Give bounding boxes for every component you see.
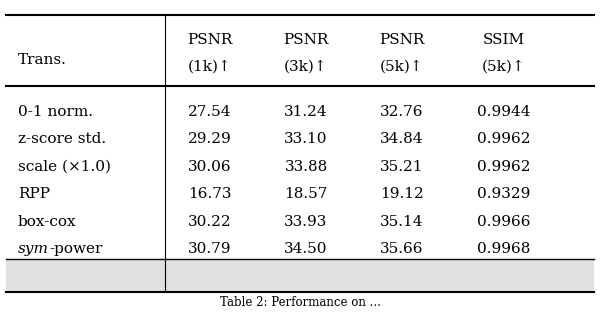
- Text: 31.24: 31.24: [284, 105, 328, 119]
- Text: PSNR: PSNR: [283, 33, 329, 48]
- Text: 35.14: 35.14: [380, 215, 424, 229]
- Text: 18.57: 18.57: [284, 187, 328, 202]
- Text: PSNR: PSNR: [379, 33, 425, 48]
- Text: RPP: RPP: [18, 187, 50, 202]
- Text: 0.9968: 0.9968: [478, 242, 530, 257]
- Text: 33.93: 33.93: [284, 215, 328, 229]
- Text: 35.66: 35.66: [380, 242, 424, 257]
- Text: 0.9966: 0.9966: [477, 215, 531, 229]
- Text: (1k)↑: (1k)↑: [188, 59, 232, 74]
- Text: PSNR: PSNR: [187, 33, 233, 48]
- Text: box-cox: box-cox: [18, 215, 77, 229]
- Text: 33.10: 33.10: [284, 132, 328, 146]
- Text: scale (×1.0): scale (×1.0): [18, 160, 111, 174]
- Text: 32.76: 32.76: [380, 105, 424, 119]
- Text: sym: sym: [18, 242, 49, 257]
- Text: 0.9944: 0.9944: [477, 105, 531, 119]
- Text: 0.9962: 0.9962: [477, 160, 531, 174]
- Text: 27.54: 27.54: [188, 105, 232, 119]
- Text: 30.22: 30.22: [188, 215, 232, 229]
- Text: 0-1 norm.: 0-1 norm.: [18, 105, 93, 119]
- Text: 34.84: 34.84: [380, 132, 424, 146]
- Text: Trans.: Trans.: [18, 53, 67, 67]
- Text: 0.9962: 0.9962: [477, 132, 531, 146]
- Text: Table 2: Performance on ...: Table 2: Performance on ...: [220, 296, 380, 309]
- Text: z-score std.: z-score std.: [18, 132, 106, 146]
- Text: 34.50: 34.50: [284, 242, 328, 257]
- Text: -power: -power: [49, 242, 103, 257]
- Text: 30.06: 30.06: [188, 160, 232, 174]
- Text: 30.79: 30.79: [188, 242, 232, 257]
- Text: SSIM: SSIM: [483, 33, 525, 48]
- Text: (5k)↑: (5k)↑: [380, 59, 424, 74]
- Text: 29.29: 29.29: [188, 132, 232, 146]
- Text: (3k)↑: (3k)↑: [284, 59, 328, 74]
- Text: 35.21: 35.21: [380, 160, 424, 174]
- Text: 33.88: 33.88: [284, 160, 328, 174]
- Text: (5k)↑: (5k)↑: [482, 59, 526, 74]
- Text: 19.12: 19.12: [380, 187, 424, 202]
- Bar: [6, 260, 594, 291]
- Text: 16.73: 16.73: [188, 187, 232, 202]
- Text: 0.9329: 0.9329: [478, 187, 530, 202]
